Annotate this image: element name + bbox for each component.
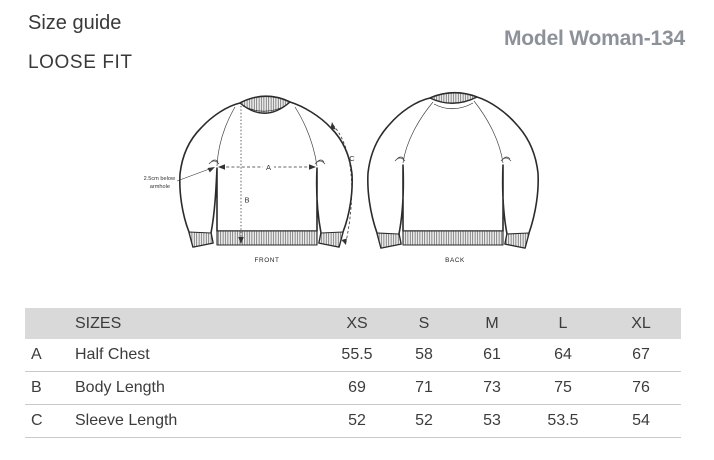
armhole-note: 2.5cm below armhole (144, 176, 176, 190)
dimension-c-label: C (349, 154, 355, 163)
size-table: SIZES XS S M L XL A Half Chest 55.5 58 6… (25, 308, 681, 438)
size-column-header-m: M (459, 308, 525, 339)
header-letter-cell (25, 308, 70, 339)
cell-value: 71 (389, 371, 459, 405)
cell-value: 54 (601, 404, 681, 438)
row-letter: A (25, 339, 70, 372)
size-column-header-l: L (525, 308, 601, 339)
cell-value: 73 (459, 371, 525, 405)
cell-value: 52 (325, 404, 389, 438)
table-row-sleeve-length: C Sleeve Length 52 52 53 53.5 54 (25, 404, 681, 438)
row-letter: B (25, 371, 70, 405)
cell-value: 75 (525, 371, 601, 405)
back-view (367, 91, 539, 249)
row-name: Body Length (70, 371, 325, 405)
size-column-header-s: S (389, 308, 459, 339)
table-row-half-chest: A Half Chest 55.5 58 61 64 67 (25, 339, 681, 372)
armhole-note-line2: armhole (150, 184, 170, 190)
front-dimensions: A B C 2.5cm below armhole (144, 106, 355, 245)
front-label: FRONT (254, 257, 279, 264)
cell-value: 53 (459, 404, 525, 438)
cell-value: 53.5 (525, 404, 601, 438)
cell-value: 67 (601, 339, 681, 372)
model-label: Model Woman-134 (504, 27, 685, 50)
page-title: Size guide (28, 12, 122, 34)
cell-value: 58 (389, 339, 459, 372)
dimension-a-label: A (266, 163, 271, 172)
dimension-b-label: B (244, 196, 249, 205)
sweatshirt-diagram: A B C 2.5cm below armhole FRONT (144, 91, 539, 264)
row-name: Half Chest (70, 339, 325, 372)
fit-label: LOOSE FIT (28, 52, 133, 73)
row-letter: C (25, 404, 70, 438)
size-column-header-xs: XS (325, 308, 389, 339)
cell-value: 69 (325, 371, 389, 405)
cell-value: 55.5 (325, 339, 389, 372)
cell-value: 52 (389, 404, 459, 438)
size-column-header-xl: XL (601, 308, 681, 339)
row-name: Sleeve Length (70, 404, 325, 438)
table-header-row: SIZES XS S M L XL (25, 308, 681, 339)
back-label: BACK (445, 257, 465, 264)
cell-value: 76 (601, 371, 681, 405)
cell-value: 61 (459, 339, 525, 372)
front-view (179, 95, 353, 248)
header-sizes: SIZES (70, 308, 325, 339)
armhole-note-line1: 2.5cm below (144, 176, 176, 182)
cell-value: 64 (525, 339, 601, 372)
table-row-body-length: B Body Length 69 71 73 75 76 (25, 371, 681, 405)
